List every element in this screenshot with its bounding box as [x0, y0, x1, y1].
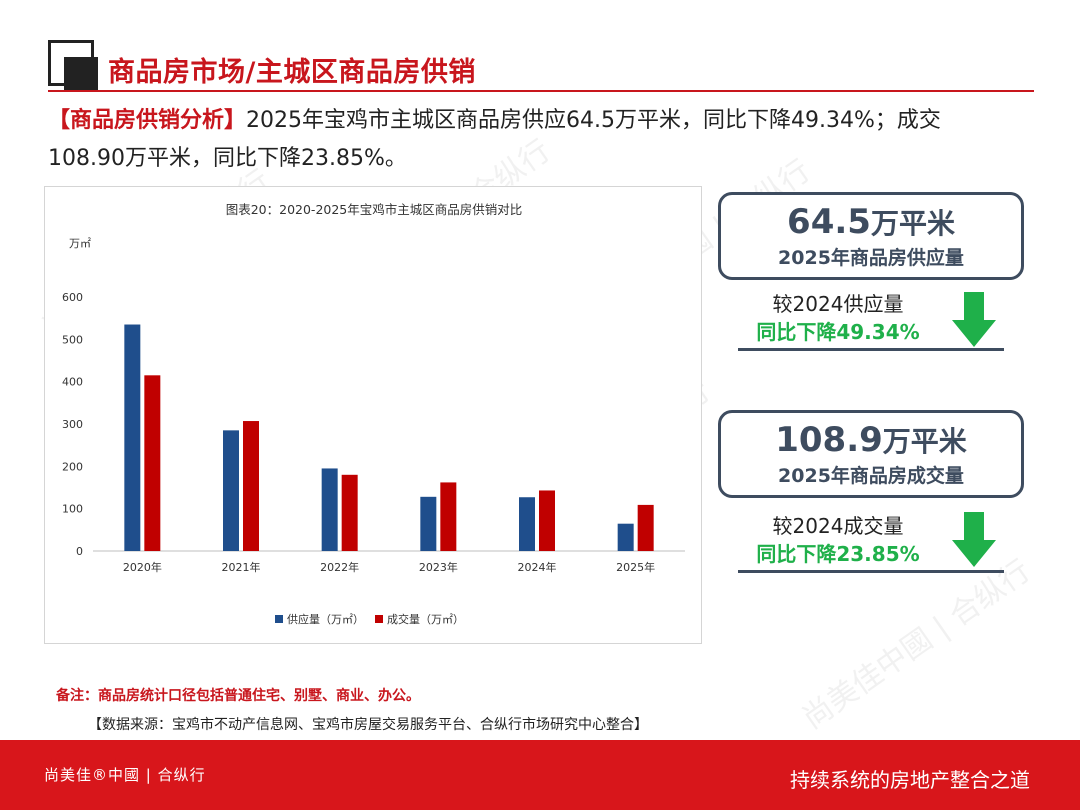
- intro-text-2: 108.90万平米，同比下降23.85%。: [48, 146, 407, 171]
- deal-value: 108.9: [775, 420, 883, 460]
- y-axis-label: 万㎡: [69, 237, 91, 250]
- y-tick-label: 600: [62, 291, 83, 304]
- y-tick-label: 500: [62, 333, 83, 346]
- data-source: 【数据来源：宝鸡市不动产信息网、宝鸡市房屋交易服务平台、合纵行市场研究中心整合】: [88, 717, 648, 733]
- x-tick-label: 2022年: [320, 560, 359, 574]
- section-logo-icon: [48, 40, 98, 91]
- deal-bar: [144, 375, 161, 551]
- supply-bar: [321, 468, 338, 551]
- supply-stat-box: 64.5万平米 2025年商品房供应量: [718, 192, 1024, 280]
- footer-brand-logo: 尚美佳®中國 | 合纵行: [44, 766, 206, 784]
- y-tick-label: 200: [62, 460, 83, 473]
- deal-unit: 万平米: [882, 425, 967, 458]
- deal-compare-label: 较2024成交量: [772, 514, 904, 538]
- deal-bar: [637, 504, 654, 551]
- legend-label: 成交量（万㎡）: [387, 612, 464, 626]
- deal-change: 同比下降23.85%: [756, 542, 920, 566]
- chart-card: 图表20：2020-2025年宝鸡市主城区商品房供销对比万㎡ 0 100 200 300…: [44, 186, 702, 644]
- legend-swatch: [275, 615, 283, 623]
- deal-bar: [243, 421, 259, 551]
- legend-swatch: [375, 615, 383, 623]
- supply-stat-value: 64.5万平米: [721, 201, 1021, 245]
- y-tick-label: 300: [62, 418, 83, 431]
- intro-label: 【商品房供销分析】: [48, 108, 247, 133]
- y-tick-label: 0: [76, 545, 83, 558]
- footer-slogan: 持续系统的房地产整合之道: [790, 768, 1030, 792]
- supply-bar: [617, 523, 634, 551]
- y-tick-label: 100: [62, 503, 83, 516]
- supply-change: 同比下降49.34%: [756, 320, 920, 344]
- page-title: 商品房市场/主城区商品房供销: [108, 57, 476, 88]
- supply-bar: [519, 497, 535, 551]
- chart-title: 图表20：2020-2025年宝鸡市主城区商品房供销对比: [226, 202, 523, 217]
- watermark: 尚美佳中國 | 合纵行: [796, 553, 1037, 737]
- supply-compare-label: 较2024供应量: [772, 292, 904, 316]
- y-tick-label: 400: [62, 376, 83, 389]
- deal-stat-label: 2025年商品房成交量: [778, 465, 964, 487]
- supply-divider: [738, 348, 1004, 351]
- supply-stat-label: 2025年商品房供应量: [778, 247, 964, 269]
- intro-text-1: 2025年宝鸡市主城区商品房供应64.5万平米，同比下降49.34%；成交: [246, 108, 941, 133]
- supply-bar: [223, 430, 239, 551]
- deal-divider: [738, 570, 1004, 573]
- supply-bar: [420, 496, 437, 551]
- title-divider: [48, 90, 1034, 92]
- legend-label: 供应量（万㎡）: [287, 612, 364, 626]
- intro-paragraph: 【商品房供销分析】2025年宝鸡市主城区商品房供应64.5万平米，同比下降49.…: [48, 102, 1028, 178]
- deal-bar: [539, 490, 555, 551]
- x-tick-label: 2024年: [518, 560, 557, 574]
- supply-unit: 万平米: [870, 207, 955, 240]
- deal-stat-value: 108.9万平米: [721, 419, 1021, 463]
- footer-bar: 尚美佳®中國 | 合纵行 持续系统的房地产整合之道: [0, 740, 1080, 810]
- supply-value: 64.5: [787, 202, 871, 242]
- x-tick-label: 2020年: [123, 560, 162, 574]
- arrow-down-icon: [952, 512, 996, 567]
- deal-stat-box: 108.9万平米 2025年商品房成交量: [718, 410, 1024, 498]
- deal-bar: [341, 474, 358, 551]
- supply-compare: 较2024供应量 同比下降49.34%: [738, 290, 938, 346]
- x-tick-label: 2025年: [616, 560, 655, 574]
- x-tick-label: 2021年: [222, 560, 261, 574]
- deal-compare: 较2024成交量 同比下降23.85%: [738, 512, 938, 568]
- footnote: 备注：商品房统计口径包括普通住宅、别墅、商业、办公。: [56, 688, 420, 704]
- supply-bar: [124, 324, 141, 551]
- deal-bar: [440, 482, 457, 551]
- arrow-down-icon: [952, 292, 996, 347]
- x-tick-label: 2023年: [419, 560, 458, 574]
